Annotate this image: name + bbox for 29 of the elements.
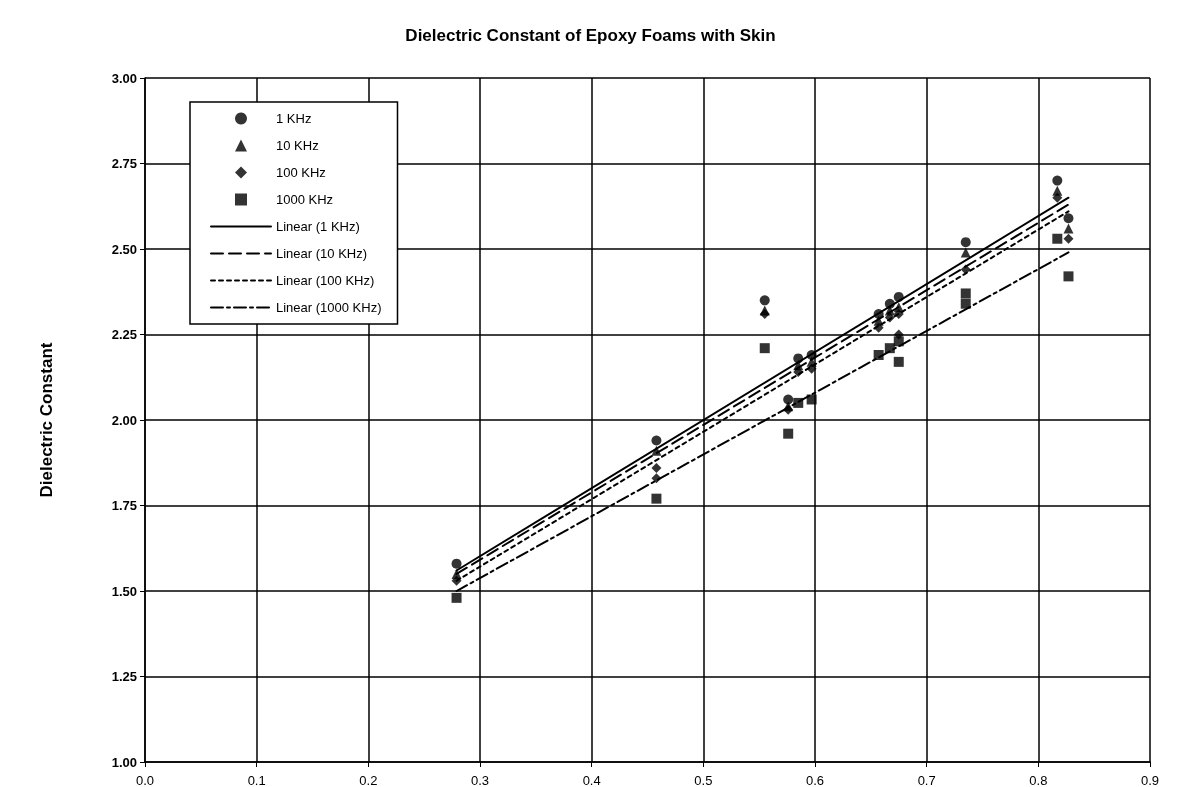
legend-label: 1000 KHz bbox=[276, 192, 334, 207]
x-tick-label: 0.5 bbox=[694, 773, 713, 787]
y-axis-title: Dielectric Constant bbox=[37, 342, 56, 498]
x-tick-label: 0.2 bbox=[359, 773, 378, 787]
x-tick-label: 0.0 bbox=[135, 773, 155, 787]
x-tick-label: 0.4 bbox=[582, 773, 601, 787]
x-tick-label: 0.9 bbox=[1140, 773, 1160, 787]
y-tick-label: 2.75 bbox=[111, 156, 137, 171]
y-tick-label: 1.50 bbox=[111, 583, 137, 599]
legend-label: 1 KHz bbox=[276, 111, 312, 126]
y-tick-label: 1.75 bbox=[111, 498, 137, 513]
legend-label: 10 KHz bbox=[276, 138, 319, 153]
y-tick-label: 1.00 bbox=[111, 754, 137, 770]
x-tick-label: 0.7 bbox=[917, 773, 936, 787]
x-tick-label: 0.6 bbox=[805, 773, 825, 787]
y-tick-label: 2.25 bbox=[111, 327, 137, 342]
y-tick-label: 2.50 bbox=[111, 241, 137, 257]
legend-label: 100 KHz bbox=[276, 165, 326, 180]
y-tick-label: 3.00 bbox=[111, 70, 137, 86]
chart-title: Dielectric Constant of Epoxy Foams with Skin bbox=[405, 26, 776, 45]
y-tick-label: 1.25 bbox=[111, 669, 137, 684]
x-tick-label: 0.3 bbox=[470, 773, 490, 787]
legend-label: Linear (1000 KHz) bbox=[276, 300, 382, 315]
legend-label: Linear (100 KHz) bbox=[276, 273, 375, 288]
x-tick-label: 0.8 bbox=[1029, 773, 1048, 787]
y-tick-label: 2.00 bbox=[111, 412, 137, 428]
legend-label: Linear (1 KHz) bbox=[276, 219, 360, 234]
legend-label: Linear (10 KHz) bbox=[276, 246, 368, 261]
x-tick-label: 0.1 bbox=[247, 773, 266, 787]
